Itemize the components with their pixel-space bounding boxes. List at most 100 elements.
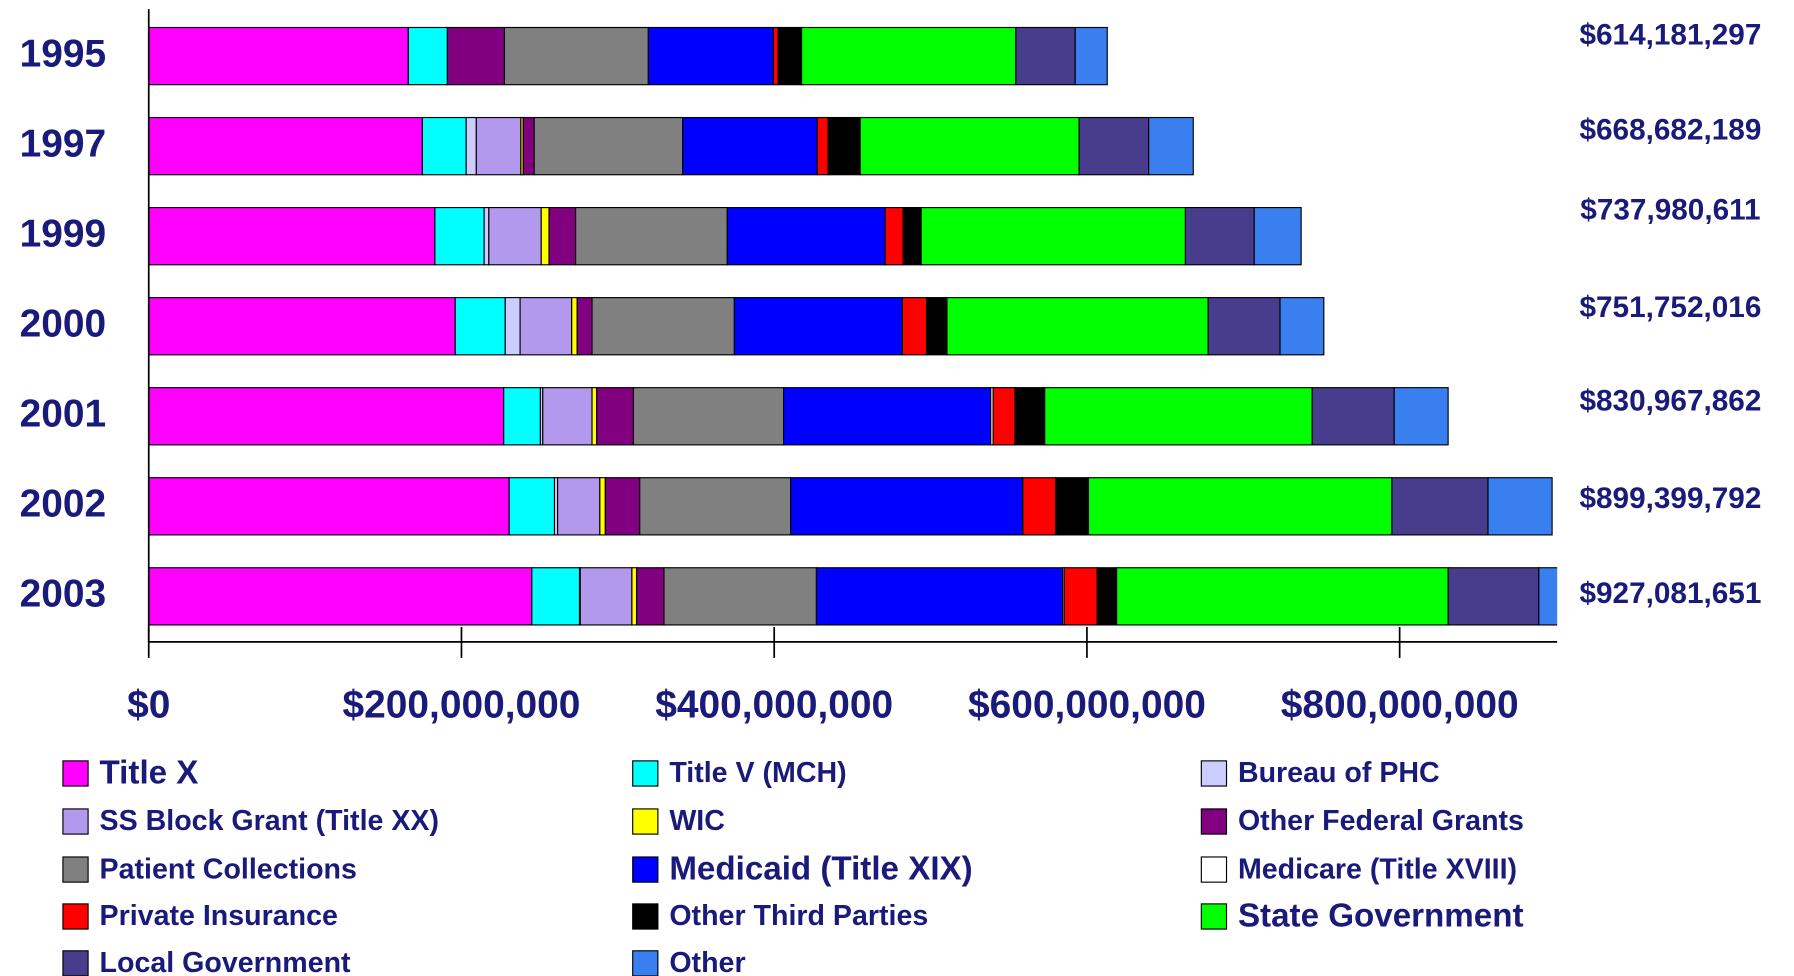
legend-swatch [632, 760, 659, 787]
legend-label: Local Government [100, 947, 352, 976]
legend-swatch [1200, 903, 1228, 930]
bar-segment [1253, 207, 1302, 266]
bar-segment [483, 207, 490, 266]
legend-label: SS Block Grant (Title XX) [100, 805, 440, 837]
legend-label: Medicaid (Title XIX) [669, 850, 972, 887]
bar-segment [827, 116, 861, 176]
bar-segment [454, 297, 506, 356]
legend-swatch [1200, 760, 1228, 787]
bar-segment [733, 297, 903, 356]
bar-segment [434, 207, 485, 266]
bar-segment [946, 297, 1209, 356]
bar-segment [148, 26, 409, 86]
bar-segment [1096, 567, 1118, 626]
bar-segment [631, 567, 638, 626]
bar-segment [1063, 567, 1098, 626]
legend-swatch [1200, 856, 1228, 883]
legend-swatch [632, 856, 659, 883]
total-label: $927,081,651 [1579, 577, 1761, 610]
y-tick-label: 2001 [20, 393, 107, 436]
bar-segment [816, 116, 829, 176]
bar-segment [475, 116, 522, 176]
bar-segment [884, 207, 904, 266]
bar-segment [148, 567, 533, 626]
total-label: $668,682,189 [1579, 113, 1761, 146]
total-label: $614,181,297 [1579, 18, 1761, 51]
bar-segment [503, 387, 542, 446]
bar-segment [446, 26, 506, 86]
bar-segment [777, 26, 803, 86]
bar-segment [790, 477, 1024, 536]
bar-segment [604, 477, 641, 536]
legend-swatch [62, 856, 89, 883]
y-tick-label: 1997 [20, 122, 107, 165]
bar-segment [920, 207, 1187, 266]
bar-segment [726, 207, 886, 266]
bar-segment [596, 387, 635, 446]
bar-segment [503, 26, 649, 86]
legend-label: Other Federal Grants [1238, 805, 1524, 837]
bar-segment [992, 387, 1016, 446]
bar-segment [647, 26, 774, 86]
legend-swatch [632, 950, 659, 976]
bar-segment [1022, 477, 1057, 536]
x-tick-label: $800,000,000 [1281, 683, 1519, 726]
bar-segment [599, 477, 606, 536]
bar-segment [148, 477, 510, 536]
bar-segment [901, 297, 928, 356]
bar-segment [519, 297, 573, 356]
bar-segment [1074, 26, 1108, 86]
bar-segment [148, 116, 423, 176]
y-tick-label: 2003 [20, 573, 107, 616]
bar-segment [407, 26, 448, 86]
bar-segment [1015, 26, 1076, 86]
bar-segment [1279, 297, 1325, 356]
bar-segment [522, 116, 535, 176]
bar-segment [1538, 567, 1558, 626]
bar-segment [1148, 116, 1194, 176]
bar-segment [575, 207, 728, 266]
total-label: $899,399,792 [1579, 482, 1761, 515]
bar-segment [504, 297, 521, 356]
x-tick-label: $400,000,000 [655, 683, 893, 726]
legend-label: Private Insurance [100, 900, 338, 932]
legend-label: Title X [100, 754, 199, 791]
legend-label: WIC [669, 805, 725, 837]
bar-segment [571, 297, 578, 356]
bar-segment [1391, 477, 1489, 536]
bar-segment [591, 387, 598, 446]
bar-segment [557, 477, 601, 536]
legend-label: Bureau of PHC [1238, 757, 1440, 789]
bar-segment [926, 297, 948, 356]
bar-segment [1116, 567, 1449, 626]
x-tick-label: $600,000,000 [968, 683, 1206, 726]
legend-swatch [62, 808, 89, 835]
bar-segment [148, 207, 436, 266]
legend-label: Patient Collections [100, 853, 357, 885]
bar-segment [1447, 567, 1540, 626]
x-tick-label: $200,000,000 [343, 683, 581, 726]
bar-segment [783, 387, 992, 446]
bar-segment [1487, 477, 1553, 536]
bar-segment [639, 477, 792, 536]
bar-segment [772, 26, 779, 86]
bar-segment [902, 207, 922, 266]
legend-swatch [632, 903, 659, 930]
bar-segment [1087, 477, 1393, 536]
bar-segment [1184, 207, 1255, 266]
bar-segment [632, 387, 785, 446]
legend-label: Medicare (Title XVIII) [1238, 853, 1517, 885]
bar-segment [540, 207, 550, 266]
y-tick-label: 1995 [20, 32, 107, 75]
y-tick-label: 2000 [20, 303, 107, 346]
bar-segment [488, 207, 542, 266]
total-label: $737,980,611 [1580, 194, 1760, 227]
legend-swatch [632, 808, 659, 835]
plot-area [148, 26, 1558, 626]
legend-swatch [62, 760, 89, 787]
x-tick-label: $0 [127, 683, 170, 726]
legend-label: Other Third Parties [669, 900, 928, 932]
bar-segment [859, 116, 1080, 176]
legend-label: State Government [1238, 897, 1524, 934]
